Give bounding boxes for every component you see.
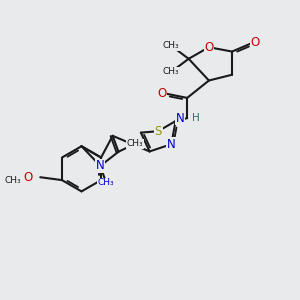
- Text: N: N: [96, 159, 105, 172]
- Text: N: N: [176, 112, 184, 125]
- Text: CH₃: CH₃: [5, 176, 21, 184]
- Text: O: O: [158, 87, 166, 100]
- Text: CH₃: CH₃: [127, 139, 144, 148]
- Text: O: O: [204, 41, 214, 54]
- Text: CH₃: CH₃: [98, 178, 114, 187]
- Text: S: S: [154, 125, 162, 138]
- Text: N: N: [167, 138, 176, 151]
- Text: O: O: [250, 36, 260, 50]
- Text: H: H: [192, 113, 200, 123]
- Text: CH₃: CH₃: [163, 41, 180, 50]
- Text: O: O: [23, 171, 32, 184]
- Text: CH₃: CH₃: [163, 67, 180, 76]
